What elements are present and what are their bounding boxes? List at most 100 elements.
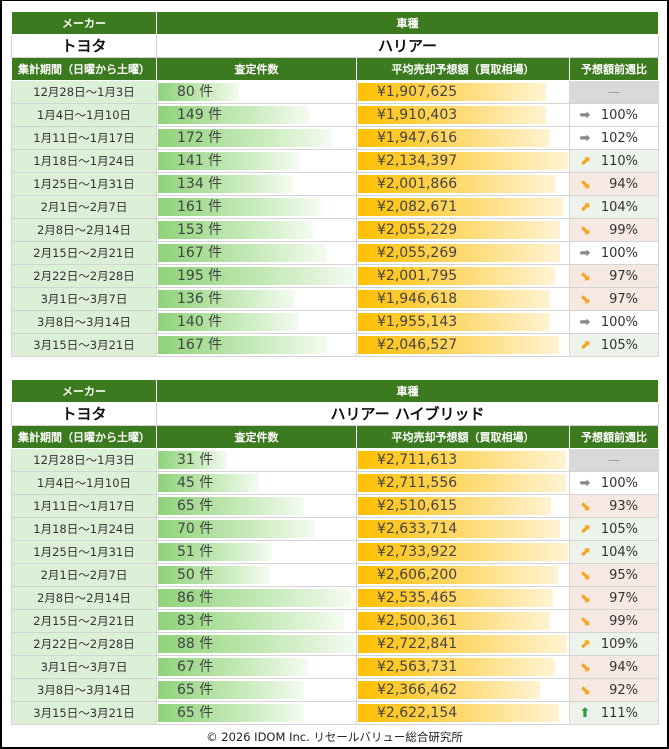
count-cell: 161 件 bbox=[156, 195, 357, 219]
price-cell: ¥2,082,671 bbox=[356, 195, 570, 219]
change-value: — bbox=[608, 84, 621, 99]
period-cell: 3月15日～3月21日 bbox=[11, 701, 157, 725]
change-cell: ⬈ 104% bbox=[568, 195, 660, 219]
count-bar bbox=[158, 474, 259, 492]
price-cell: ¥2,001,866 bbox=[356, 172, 570, 196]
change-value: 102% bbox=[600, 130, 638, 146]
count-bar bbox=[158, 704, 304, 722]
price-value: ¥2,046,527 bbox=[377, 336, 458, 353]
change-cell: ⬈ 110% bbox=[568, 149, 660, 173]
price-value: ¥2,535,465 bbox=[377, 589, 458, 606]
count-value: 88 件 bbox=[177, 635, 214, 652]
price-cell: ¥2,633,714 bbox=[356, 517, 570, 541]
table-row: 1月4日～1月10日 45 件 ¥2,711,556 ➡ 100% bbox=[11, 471, 660, 495]
change-value: 94% bbox=[609, 659, 638, 675]
count-cell: 70 件 bbox=[156, 517, 357, 541]
change-value: 111% bbox=[600, 705, 638, 721]
change-value: 109% bbox=[600, 636, 638, 652]
price-value: ¥2,055,229 bbox=[377, 221, 458, 238]
count-value: 80 件 bbox=[177, 83, 214, 100]
price-value: ¥1,946,618 bbox=[377, 290, 458, 307]
count-bar bbox=[158, 290, 295, 308]
period-cell: 3月15日～3月21日 bbox=[11, 333, 157, 357]
change-value: 92% bbox=[609, 682, 638, 698]
price-bar bbox=[358, 221, 560, 239]
change-value: 94% bbox=[609, 176, 638, 192]
arrow-down-right-icon: ⬊ bbox=[579, 590, 591, 606]
price-value: ¥2,510,615 bbox=[377, 497, 458, 514]
count-value: 51 件 bbox=[177, 543, 214, 560]
period-header: 集計期間（日曜から土曜） bbox=[11, 425, 157, 449]
price-bar bbox=[358, 129, 550, 147]
count-bar bbox=[158, 635, 355, 653]
price-value: ¥1,907,625 bbox=[377, 83, 458, 100]
price-value: ¥2,055,269 bbox=[377, 244, 458, 261]
price-value: ¥2,633,714 bbox=[377, 520, 458, 537]
price-bar bbox=[358, 313, 550, 331]
change-cell: ⬈ 109% bbox=[568, 632, 660, 656]
count-bar bbox=[158, 612, 344, 630]
count-value: 161 件 bbox=[177, 198, 223, 215]
count-value: 83 件 bbox=[177, 612, 214, 629]
arrow-right-icon: ➡ bbox=[579, 314, 591, 330]
change-cell: ⬊ 97% bbox=[568, 287, 660, 311]
price-value: ¥2,622,154 bbox=[377, 704, 458, 721]
price-bar bbox=[358, 474, 566, 492]
arrow-down-right-icon: ⬊ bbox=[579, 682, 591, 698]
change-value: 104% bbox=[600, 544, 638, 560]
arrow-down-right-icon: ⬊ bbox=[579, 222, 591, 238]
price-bar bbox=[358, 635, 567, 653]
count-bar bbox=[158, 497, 304, 515]
count-bar bbox=[158, 336, 327, 354]
count-cell: 31 件 bbox=[156, 448, 357, 472]
price-value: ¥2,082,671 bbox=[377, 198, 458, 215]
arrow-right-icon: ➡ bbox=[579, 107, 591, 123]
count-value: 67 件 bbox=[177, 658, 214, 675]
price-bar bbox=[358, 198, 563, 216]
price-cell: ¥2,055,269 bbox=[356, 241, 570, 265]
price-bar bbox=[358, 290, 550, 308]
resale-table: メーカー 車種 トヨタ ハリアー ハイブリッド 集計期間（日曜から土曜） 査定件数 平均… bbox=[11, 379, 660, 725]
change-cell: ⬈ 105% bbox=[568, 333, 660, 357]
price-bar bbox=[358, 704, 559, 722]
price-value: ¥2,134,397 bbox=[377, 152, 458, 169]
count-bar bbox=[158, 175, 293, 193]
price-bar bbox=[358, 152, 568, 170]
period-cell: 3月8日～3月14日 bbox=[11, 310, 157, 334]
change-value: 100% bbox=[600, 245, 638, 261]
period-header: 集計期間（日曜から土曜） bbox=[11, 57, 157, 81]
arrow-up-icon: ⬆ bbox=[579, 705, 591, 721]
count-value: 167 件 bbox=[177, 244, 223, 261]
table-row: 1月25日～1月31日 134 件 ¥2,001,866 ⬊ 94% bbox=[11, 172, 660, 196]
change-value: 105% bbox=[600, 337, 638, 353]
count-cell: 80 件 bbox=[156, 80, 357, 104]
count-value: 50 件 bbox=[177, 566, 214, 583]
price-cell: ¥2,535,465 bbox=[356, 586, 570, 610]
count-bar bbox=[158, 83, 239, 101]
table-row: 3月8日～3月14日 65 件 ¥2,366,462 ⬊ 92% bbox=[11, 678, 660, 702]
change-value: 93% bbox=[609, 498, 638, 514]
price-value: ¥2,563,731 bbox=[377, 658, 458, 675]
table-row: 1月18日～1月24日 70 件 ¥2,633,714 ⬈ 105% bbox=[11, 517, 660, 541]
table-row: 2月8日～2月14日 86 件 ¥2,535,465 ⬊ 97% bbox=[11, 586, 660, 610]
table-row: 2月22日～2月28日 88 件 ¥2,722,841 ⬈ 109% bbox=[11, 632, 660, 656]
count-value: 149 件 bbox=[177, 106, 223, 123]
period-cell: 2月22日～2月28日 bbox=[11, 632, 157, 656]
table-row: 1月11日～1月17日 172 件 ¥1,947,616 ➡ 102% bbox=[11, 126, 660, 150]
count-header: 査定件数 bbox=[156, 425, 357, 449]
price-value: ¥1,947,616 bbox=[377, 129, 458, 146]
arrow-down-right-icon: ⬊ bbox=[579, 613, 591, 629]
price-bar bbox=[358, 83, 546, 101]
count-value: 136 件 bbox=[177, 290, 223, 307]
count-value: 65 件 bbox=[177, 497, 214, 514]
change-value: 97% bbox=[609, 268, 638, 284]
period-cell: 2月1日～2月7日 bbox=[11, 195, 157, 219]
count-bar bbox=[158, 267, 355, 285]
count-bar bbox=[158, 221, 313, 239]
arrow-right-icon: ➡ bbox=[579, 475, 591, 491]
count-cell: 67 件 bbox=[156, 655, 357, 679]
period-cell: 3月1日～3月7日 bbox=[11, 287, 157, 311]
count-cell: 149 件 bbox=[156, 103, 357, 127]
price-cell: ¥2,606,200 bbox=[356, 563, 570, 587]
price-cell: ¥2,563,731 bbox=[356, 655, 570, 679]
